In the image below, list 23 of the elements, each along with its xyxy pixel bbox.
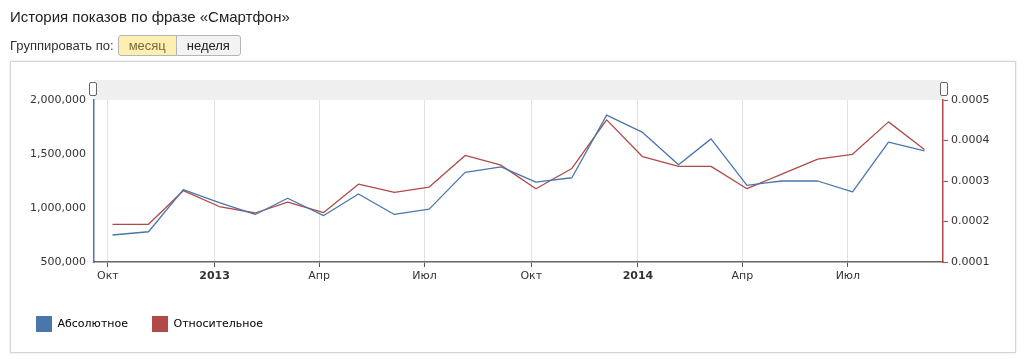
- chart-title: История показов по фразе «Смартфон»: [10, 8, 290, 25]
- x-tick-label: Окт: [97, 269, 120, 283]
- text: Группировать по:: [10, 38, 114, 53]
- x-tick-label: Июл: [835, 269, 861, 283]
- y2-tick-label: 0.0003: [951, 173, 990, 187]
- y-tick-label: 2,000,000: [30, 92, 86, 106]
- x-tick-label: Июл: [412, 269, 437, 283]
- y2-tick-label: 0.0005: [951, 92, 990, 106]
- text: месяц: [117, 35, 177, 56]
- text: неделя: [175, 35, 241, 56]
- x-tick-label: Апр: [308, 269, 330, 283]
- legend-label: Абсолютное: [57, 316, 129, 330]
- y2-tick-label: 0.0004: [951, 133, 990, 147]
- legend-label: Относительное: [173, 316, 264, 330]
- y-tick-label: 1,500,000: [30, 146, 86, 160]
- x-tick-label: 2013: [199, 269, 230, 283]
- y2-tick-label: 0.0002: [951, 214, 990, 228]
- y-tick-label: 500,000: [40, 254, 86, 268]
- y-tick-label: 1,000,000: [30, 200, 86, 214]
- x-tick-label: Апр: [731, 269, 754, 283]
- x-tick-label: Окт: [520, 269, 543, 283]
- x-tick-label: 2014: [622, 269, 654, 283]
- y2-tick-label: 0.0001: [951, 254, 990, 268]
